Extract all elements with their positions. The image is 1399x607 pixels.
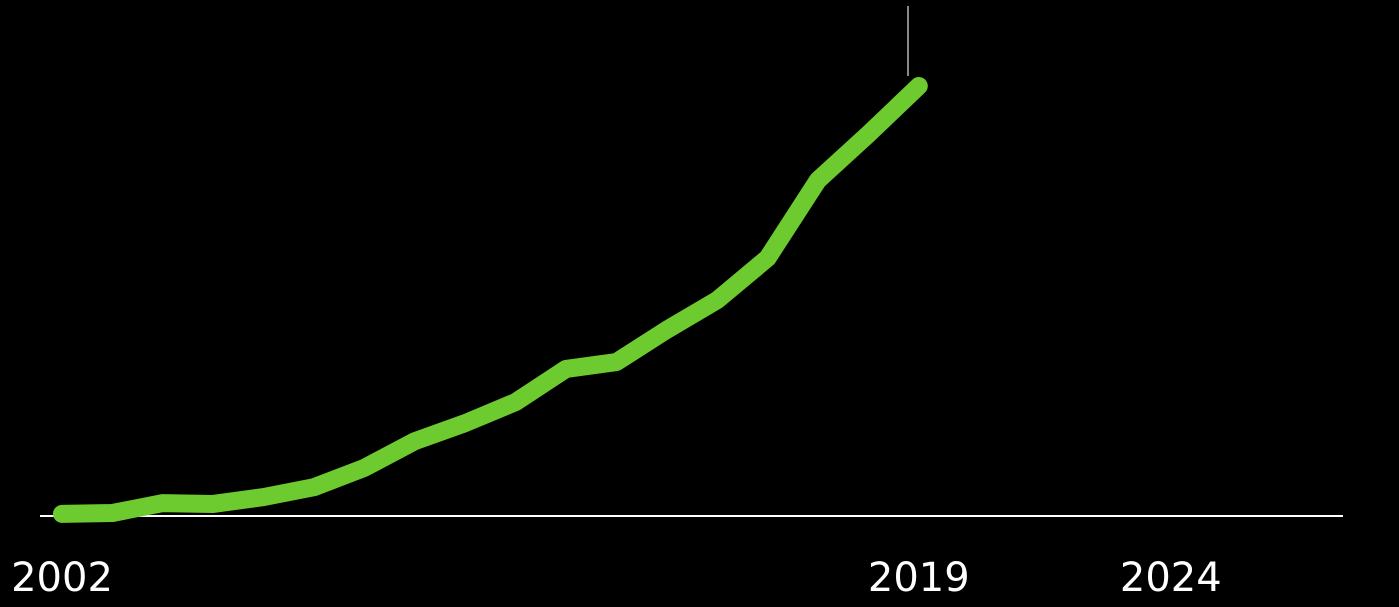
- data-line: [53, 77, 928, 523]
- x-tick-label: 2019: [868, 555, 970, 601]
- x-tick-label: 2002: [11, 555, 113, 601]
- x-tick-label: 2024: [1120, 555, 1222, 601]
